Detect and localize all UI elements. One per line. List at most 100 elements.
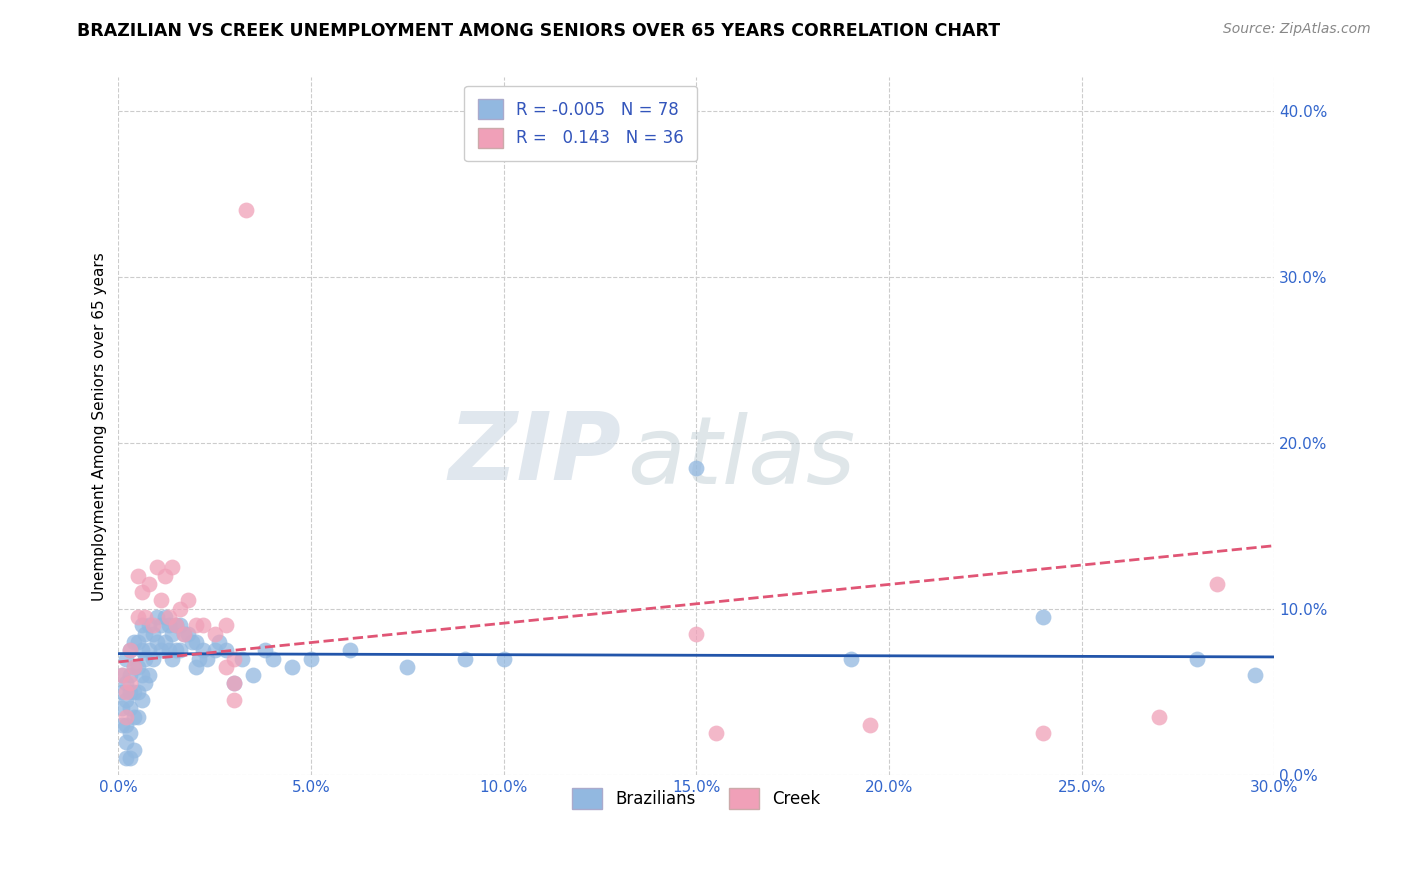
Point — [177, 626, 200, 640]
Point — [127, 709, 149, 723]
Point — [215, 643, 238, 657]
Point — [162, 560, 184, 574]
Point — [685, 460, 707, 475]
Point — [111, 701, 134, 715]
Point — [281, 660, 304, 674]
Point — [242, 668, 264, 682]
Point — [134, 676, 156, 690]
Point — [149, 618, 172, 632]
Point — [1032, 726, 1054, 740]
Point — [207, 635, 229, 649]
Point — [122, 685, 145, 699]
Point — [118, 685, 141, 699]
Point — [122, 660, 145, 674]
Point — [118, 726, 141, 740]
Point — [134, 610, 156, 624]
Point — [222, 651, 245, 665]
Point — [165, 618, 187, 632]
Point — [146, 635, 169, 649]
Point — [118, 668, 141, 682]
Point — [131, 618, 153, 632]
Point — [149, 593, 172, 607]
Point — [142, 651, 165, 665]
Point — [162, 651, 184, 665]
Y-axis label: Unemployment Among Seniors over 65 years: Unemployment Among Seniors over 65 years — [93, 252, 107, 600]
Point — [204, 643, 226, 657]
Point — [146, 560, 169, 574]
Point — [138, 668, 160, 682]
Point — [839, 651, 862, 665]
Point — [115, 685, 138, 699]
Point — [184, 635, 207, 649]
Point — [115, 709, 138, 723]
Legend: Brazilians, Creek: Brazilians, Creek — [565, 781, 827, 815]
Point — [1187, 651, 1209, 665]
Point — [162, 626, 184, 640]
Point — [134, 651, 156, 665]
Point — [215, 618, 238, 632]
Point — [122, 743, 145, 757]
Point — [131, 668, 153, 682]
Point — [180, 635, 202, 649]
Point — [115, 651, 138, 665]
Point — [118, 676, 141, 690]
Point — [204, 626, 226, 640]
Point — [115, 676, 138, 690]
Point — [115, 718, 138, 732]
Point — [111, 685, 134, 699]
Point — [169, 643, 191, 657]
Point — [454, 651, 477, 665]
Point — [169, 601, 191, 615]
Point — [1205, 577, 1227, 591]
Point — [184, 660, 207, 674]
Point — [165, 643, 187, 657]
Point — [195, 651, 218, 665]
Point — [222, 676, 245, 690]
Point — [134, 626, 156, 640]
Point — [177, 593, 200, 607]
Point — [115, 734, 138, 748]
Point — [149, 643, 172, 657]
Point — [157, 610, 180, 624]
Point — [685, 626, 707, 640]
Point — [142, 618, 165, 632]
Point — [231, 651, 253, 665]
Point — [169, 618, 191, 632]
Point — [118, 643, 141, 657]
Point — [122, 635, 145, 649]
Point — [111, 718, 134, 732]
Point — [118, 643, 141, 657]
Point — [339, 643, 361, 657]
Point — [222, 676, 245, 690]
Point — [157, 643, 180, 657]
Point — [146, 610, 169, 624]
Point — [253, 643, 276, 657]
Text: BRAZILIAN VS CREEK UNEMPLOYMENT AMONG SENIORS OVER 65 YEARS CORRELATION CHART: BRAZILIAN VS CREEK UNEMPLOYMENT AMONG SE… — [77, 22, 1001, 40]
Text: atlas: atlas — [627, 412, 855, 503]
Point — [262, 651, 284, 665]
Point — [184, 618, 207, 632]
Point — [111, 668, 134, 682]
Point — [157, 618, 180, 632]
Point — [235, 203, 257, 218]
Point — [122, 709, 145, 723]
Point — [115, 693, 138, 707]
Point — [131, 693, 153, 707]
Point — [127, 685, 149, 699]
Point — [1032, 610, 1054, 624]
Point — [215, 660, 238, 674]
Point — [1147, 709, 1170, 723]
Point — [704, 726, 727, 740]
Point — [153, 610, 176, 624]
Point — [165, 618, 187, 632]
Point — [111, 668, 134, 682]
Point — [1244, 668, 1267, 682]
Point — [492, 651, 515, 665]
Point — [859, 718, 882, 732]
Point — [127, 635, 149, 649]
Point — [131, 585, 153, 599]
Point — [122, 660, 145, 674]
Point — [127, 660, 149, 674]
Point — [118, 751, 141, 765]
Point — [153, 635, 176, 649]
